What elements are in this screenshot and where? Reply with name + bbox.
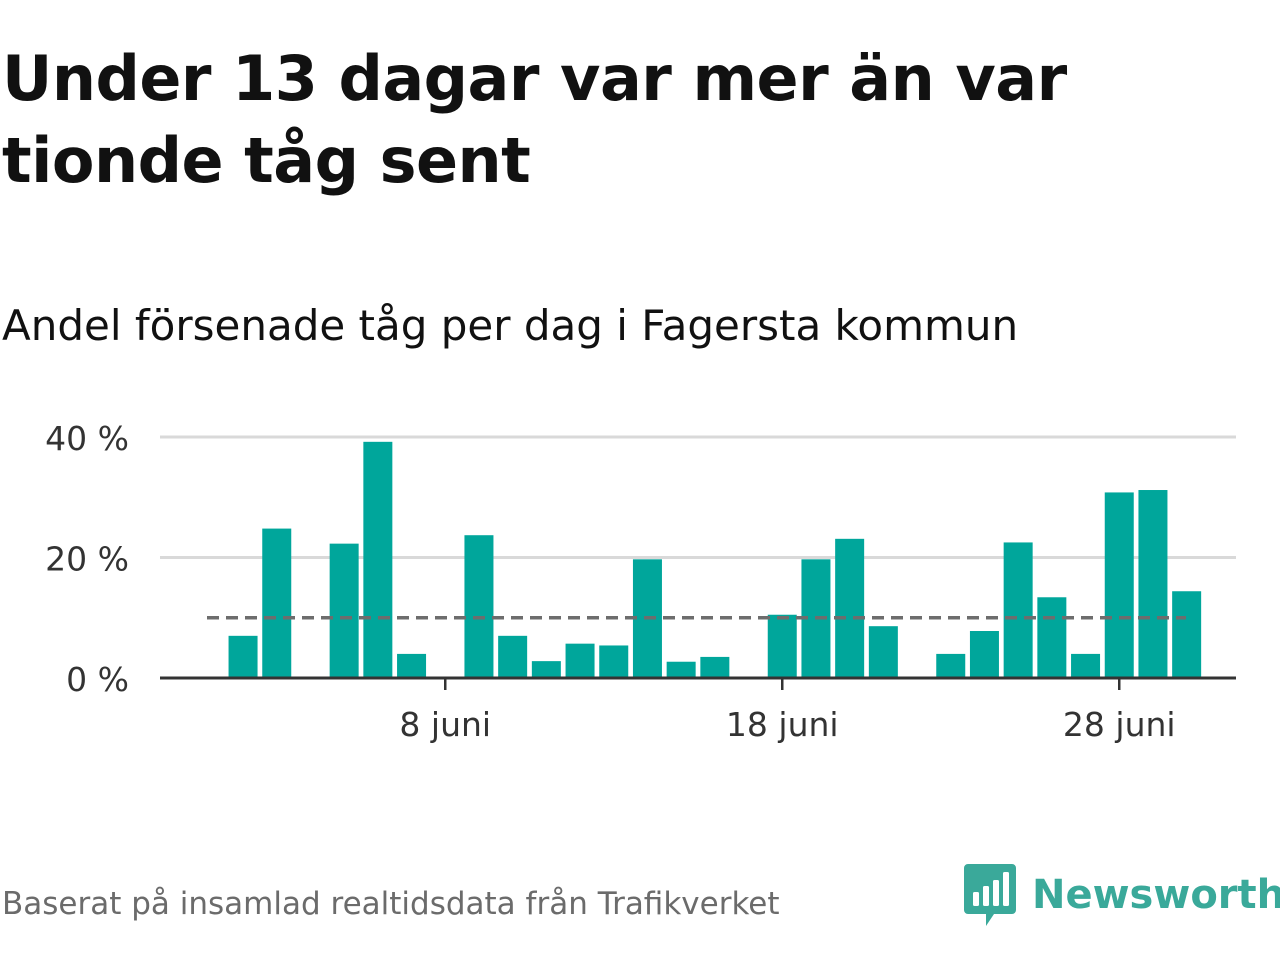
bar (329, 543, 359, 678)
bar (531, 661, 561, 678)
bar (464, 535, 494, 678)
brand-name: Newsworthy (1032, 872, 1280, 918)
brand-logo[interactable]: Newsworthy (964, 864, 1280, 926)
bar (1172, 591, 1202, 678)
bar (397, 653, 427, 678)
bar (1104, 492, 1134, 678)
bar (363, 441, 393, 678)
bar (936, 653, 966, 678)
x-tick-label: 18 juni (726, 705, 839, 744)
bar (262, 528, 292, 678)
bar (228, 635, 258, 678)
chart-title: Under 13 dagar var mer än var tionde tåg… (2, 42, 1067, 197)
bar (835, 538, 865, 678)
source-note: Baserat på insamlad realtidsdata från Tr… (2, 886, 780, 922)
bar (498, 635, 528, 678)
y-tick-label: 20 % (45, 540, 129, 579)
bar (1071, 653, 1101, 678)
bar (1003, 542, 1033, 678)
bar (1037, 597, 1067, 678)
y-tick-label: 40 % (45, 419, 129, 458)
bar (700, 656, 730, 678)
x-tick-label: 8 juni (399, 705, 491, 744)
bar (767, 614, 797, 678)
newsworthy-logo-icon (964, 864, 1016, 926)
bar (1138, 490, 1168, 678)
bar (868, 626, 898, 678)
bar-chart: 0 % 20 % 40 % 8 juni 18 juni 28 juni (45, 419, 1236, 744)
bar (599, 645, 629, 678)
x-tick-label: 28 juni (1063, 705, 1176, 744)
bar (565, 643, 595, 678)
axes: 0 % 20 % 40 % 8 juni 18 juni 28 juni (45, 419, 1236, 744)
bars (228, 441, 1202, 678)
y-tick-label: 0 % (66, 660, 129, 699)
bar (969, 631, 999, 678)
chart-subtitle: Andel försenade tåg per dag i Fagersta k… (2, 301, 1019, 350)
grid-lines (160, 435, 1236, 559)
bar (666, 661, 696, 678)
